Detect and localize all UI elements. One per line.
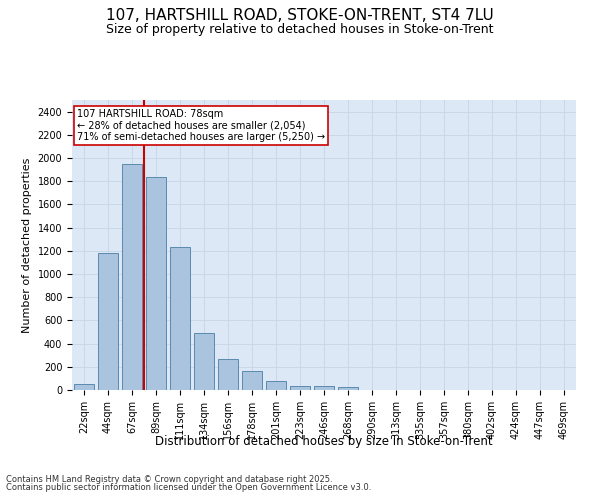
Bar [146,176,166,390]
Bar [242,372,262,390]
Bar [266,382,286,390]
Bar [170,248,190,390]
Text: 107, HARTSHILL ROAD, STOKE-ON-TRENT, ST4 7LU: 107, HARTSHILL ROAD, STOKE-ON-TRENT, ST4… [106,8,494,22]
Bar [194,333,214,390]
Bar [314,386,334,390]
Y-axis label: Number of detached properties: Number of detached properties [22,158,32,332]
Text: Contains HM Land Registry data © Crown copyright and database right 2025.: Contains HM Land Registry data © Crown c… [6,475,332,484]
Bar [218,358,238,390]
Text: Distribution of detached houses by size in Stoke-on-Trent: Distribution of detached houses by size … [155,435,493,448]
Text: Contains public sector information licensed under the Open Government Licence v3: Contains public sector information licen… [6,484,371,492]
Bar [338,387,358,390]
Bar [122,164,142,390]
Bar [98,253,118,390]
Text: 107 HARTSHILL ROAD: 78sqm
← 28% of detached houses are smaller (2,054)
71% of se: 107 HARTSHILL ROAD: 78sqm ← 28% of detac… [77,108,325,142]
Text: Size of property relative to detached houses in Stoke-on-Trent: Size of property relative to detached ho… [106,22,494,36]
Bar [290,386,310,390]
Bar [74,384,94,390]
